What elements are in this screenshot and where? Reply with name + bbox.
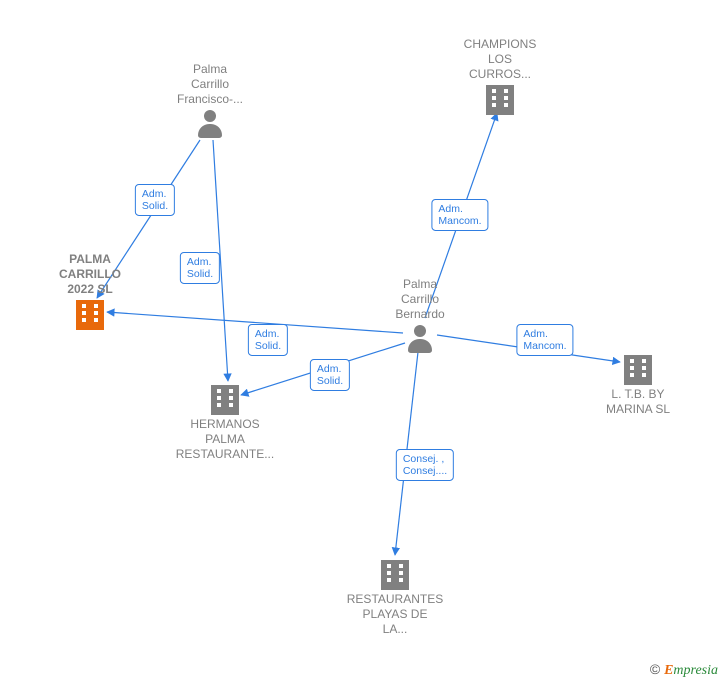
person-icon — [407, 325, 433, 353]
company-node[interactable]: HERMANOS PALMA RESTAURANTE... — [170, 382, 280, 462]
company-node[interactable]: RESTAURANTES PLAYAS DE LA... — [340, 557, 450, 637]
company-node[interactable]: L. T.B. BY MARINA SL — [583, 352, 693, 417]
edge-label: Adm. Mancom. — [431, 199, 488, 231]
building-icon — [76, 300, 104, 330]
person-icon — [197, 110, 223, 138]
company-node[interactable]: CHAMPIONS LOS CURROS... — [445, 35, 555, 115]
copyright-symbol: © — [650, 661, 660, 677]
building-icon — [381, 560, 409, 590]
building-icon — [211, 385, 239, 415]
edge-label: Consej. , Consej.... — [396, 449, 454, 481]
company-node[interactable]: PALMA CARRILLO 2022 SL — [35, 250, 145, 330]
node-label: Palma Carrillo Bernardo — [365, 277, 475, 322]
building-icon — [624, 355, 652, 385]
network-diagram: { "canvas": { "width": 728, "height": 68… — [0, 0, 728, 685]
node-label: RESTAURANTES PLAYAS DE LA... — [340, 592, 450, 637]
node-label: CHAMPIONS LOS CURROS... — [445, 37, 555, 82]
node-label: HERMANOS PALMA RESTAURANTE... — [170, 417, 280, 462]
building-icon — [486, 85, 514, 115]
node-label: PALMA CARRILLO 2022 SL — [35, 252, 145, 297]
edge-label: Adm. Mancom. — [516, 324, 573, 356]
copyright-footer: © Empresia — [650, 661, 718, 679]
edge-label: Adm. Solid. — [180, 252, 220, 284]
edge-label: Adm. Solid. — [135, 184, 175, 216]
node-label: Palma Carrillo Francisco-... — [155, 62, 265, 107]
person-node[interactable]: Palma Carrillo Bernardo — [365, 275, 475, 357]
edge-label: Adm. Solid. — [310, 359, 350, 391]
person-node[interactable]: Palma Carrillo Francisco-... — [155, 60, 265, 142]
edge-label: Adm. Solid. — [248, 324, 288, 356]
node-label: L. T.B. BY MARINA SL — [583, 387, 693, 417]
brand-logo: Empresia — [664, 663, 718, 678]
